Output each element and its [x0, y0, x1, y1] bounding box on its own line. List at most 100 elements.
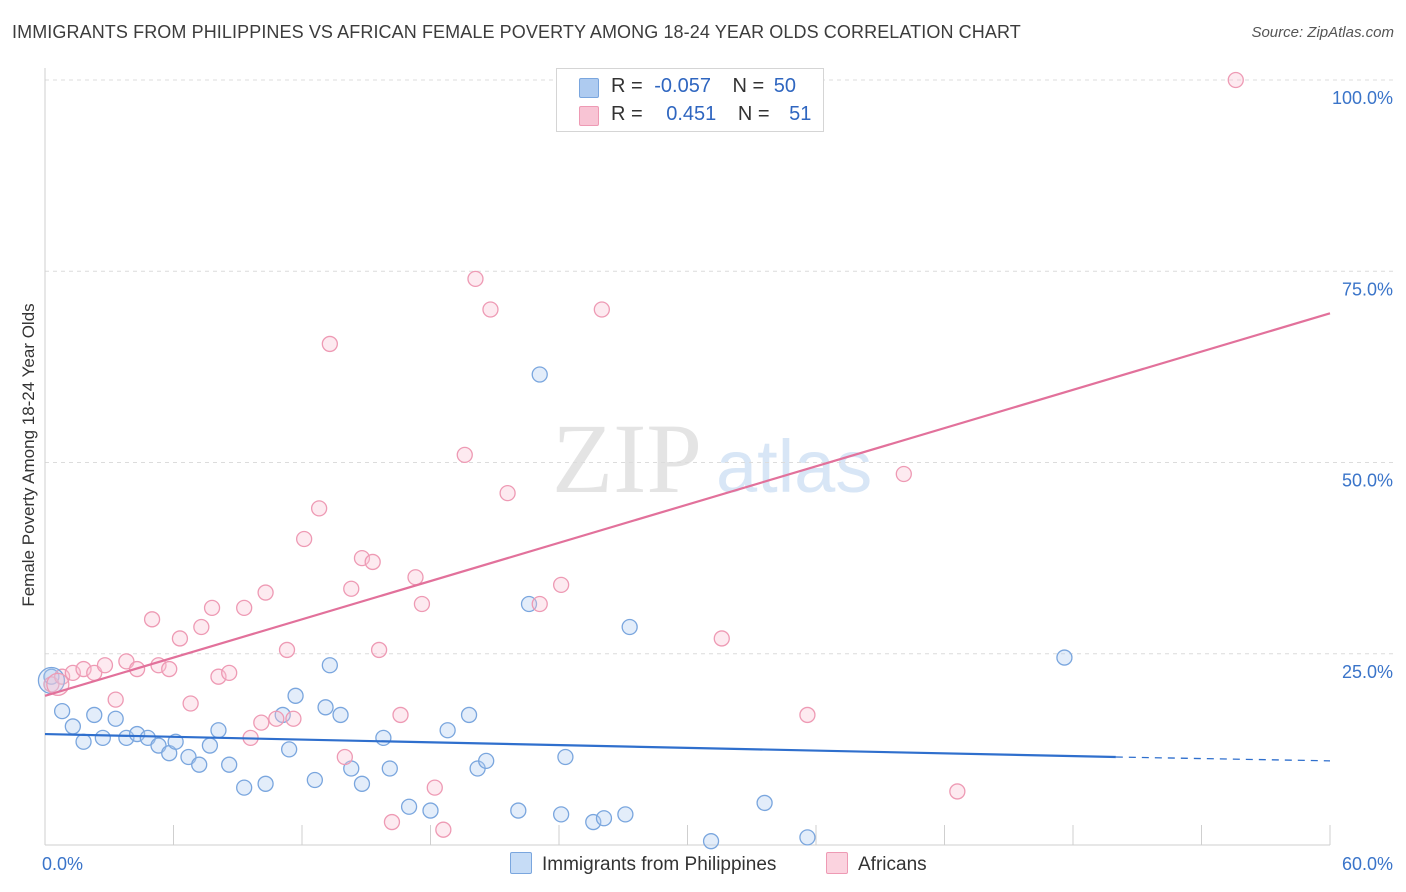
- africans-point: [467, 270, 484, 288]
- grid-lines: [45, 79, 1395, 655]
- africans-point: [182, 695, 199, 712]
- philippines-point: [617, 806, 634, 823]
- africans-point: [383, 813, 401, 831]
- legend-n-label: N =: [737, 103, 770, 125]
- philippines-point: [1056, 649, 1073, 666]
- bottom-legend-swatch-africans: [826, 852, 848, 874]
- philippines-point: [236, 779, 253, 796]
- philippines-point: [478, 752, 495, 769]
- philippines-point: [94, 729, 111, 747]
- africans-trend-line: [44, 312, 1331, 697]
- legend-swatch-philippines: [579, 78, 599, 98]
- philippines-point: [280, 741, 298, 758]
- legend-r-value: -0.057: [654, 75, 711, 97]
- africans-point: [407, 569, 424, 586]
- y-tick-label: 100.0%: [1332, 88, 1393, 108]
- africans-point: [895, 465, 912, 483]
- legend-n-value: 50: [773, 75, 797, 97]
- philippines-point: [756, 794, 773, 812]
- africans-point: [107, 691, 124, 708]
- chart-title: IMMIGRANTS FROM PHILIPPINES VS AFRICAN F…: [12, 22, 1021, 42]
- legend-n-value: 51: [789, 103, 812, 125]
- philippines-point: [107, 710, 124, 727]
- africans-point: [426, 779, 443, 796]
- africans-point: [236, 599, 253, 616]
- philippines-point: [552, 806, 570, 823]
- africans-point: [364, 553, 381, 571]
- philippines-point: [702, 833, 720, 850]
- africans-point: [435, 821, 452, 838]
- africans-point: [143, 611, 161, 628]
- africans-point: [799, 706, 816, 724]
- philippines-point: [53, 702, 71, 720]
- legend-text-philippines: R = -0.057 N = 50: [611, 75, 796, 98]
- africans-point: [552, 576, 570, 594]
- africans-point: [310, 500, 328, 517]
- africans-point: [949, 783, 966, 800]
- bottom-legend-label-africans: Africans: [858, 854, 927, 875]
- africans-point: [278, 641, 296, 659]
- philippines-point: [191, 756, 208, 773]
- bottom-legend-label-philippines: Immigrants from Philippines: [542, 854, 777, 875]
- chart-source: Source: ZipAtlas.com: [1251, 24, 1394, 41]
- africans-point: [392, 706, 409, 724]
- philippines-point: [86, 706, 103, 724]
- legend-r-label: R =: [611, 103, 643, 125]
- legend-text-africans: R = 0.451 N = 51: [611, 103, 811, 126]
- y-tick-label: 75.0%: [1342, 279, 1393, 299]
- philippines-point: [799, 829, 816, 846]
- africans-point: [531, 595, 548, 613]
- philippines-point: [531, 366, 548, 383]
- philippines-point: [460, 706, 478, 724]
- y-axis-label: Female Poverty Among 18-24 Year Olds: [19, 303, 38, 607]
- philippines-point: [317, 699, 334, 716]
- axes: [44, 68, 1331, 846]
- africans-point: [253, 714, 270, 731]
- africans-point: [257, 584, 274, 601]
- philippines-trend-line: [44, 732, 1116, 759]
- africans-point: [499, 484, 516, 502]
- philippines-point: [287, 687, 304, 704]
- legend-n-label: N =: [732, 75, 765, 97]
- bottom-legend-swatch-philippines: [510, 852, 532, 874]
- philippines-point: [75, 733, 92, 750]
- africans-point: [1227, 71, 1244, 89]
- y-tick-label: 25.0%: [1342, 662, 1393, 682]
- legend-swatch-africans: [579, 106, 599, 126]
- africans-point: [456, 446, 473, 464]
- africans-point: [593, 301, 610, 318]
- data-points: [37, 71, 1244, 850]
- philippines-point: [332, 706, 349, 724]
- legend-r-value: 0.451: [666, 103, 717, 125]
- philippines-point: [422, 802, 439, 819]
- africans-point: [413, 595, 431, 613]
- africans-point: [193, 618, 210, 636]
- watermark-zip: ZIP: [552, 403, 702, 514]
- africans-point: [285, 710, 302, 727]
- y-tick-label: 50.0%: [1342, 471, 1393, 491]
- philippines-point: [375, 729, 392, 747]
- africans-point: [161, 660, 178, 678]
- philippines-point: [221, 756, 238, 773]
- trend-lines: [44, 312, 1331, 762]
- africans-point: [370, 641, 388, 659]
- philippines-point: [621, 618, 638, 636]
- watermark-atlas: atlas: [716, 425, 872, 508]
- x-tick-label: 60.0%: [1342, 854, 1393, 874]
- philippines-point: [381, 760, 398, 777]
- africans-point: [336, 748, 353, 766]
- africans-point: [321, 335, 338, 353]
- philippines-point: [257, 775, 274, 792]
- philippines-point: [439, 722, 456, 739]
- philippines-point: [210, 722, 227, 739]
- africans-point: [171, 630, 189, 647]
- africans-point: [482, 301, 499, 318]
- legend-r-label: R =: [611, 75, 643, 97]
- africans-point: [221, 664, 238, 682]
- africans-point: [96, 657, 114, 674]
- philippines-trend-extension: [1115, 756, 1331, 762]
- africans-point: [713, 630, 730, 647]
- africans-point: [343, 580, 360, 597]
- bottom-legend-africans: Africans: [826, 852, 927, 876]
- philippines-point: [201, 737, 219, 754]
